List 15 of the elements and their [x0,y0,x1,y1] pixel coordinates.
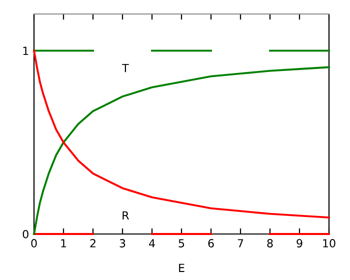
line-series [33,50,330,218]
x-tick-label: 4 [149,239,155,248]
x-tick-label: 1 [61,239,66,248]
x-tick-label: 0 [31,239,37,248]
x-tick-label: 6 [208,239,214,248]
annotation: T [122,64,129,72]
x-tick-label: 5 [178,239,184,248]
x-tick-label: 3 [120,239,126,248]
annotation: R [122,211,129,220]
x-tick-label: 10 [323,239,336,248]
x-tick-label: 2 [90,239,96,248]
x-tick-label: 7 [238,239,244,248]
x-axis-title: E [179,264,184,272]
x-tick-label: 8 [267,239,273,248]
x-tick-label: 9 [296,239,302,248]
